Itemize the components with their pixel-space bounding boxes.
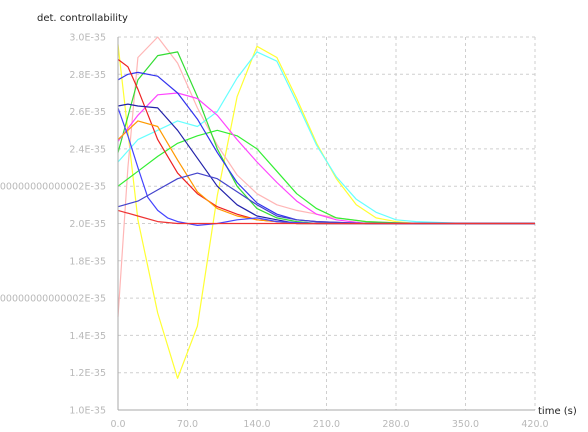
x-tick-label: 210.0 bbox=[313, 419, 340, 430]
series-line-9 bbox=[117, 120, 535, 225]
y-tick-label: 2.8E-35 bbox=[69, 70, 106, 81]
y-tick-label: 1.0E-35 bbox=[69, 406, 106, 417]
series-group bbox=[117, 36, 535, 379]
y-tick-label: 1.6000000000000002E-35 bbox=[0, 294, 106, 305]
x-tick-label: 420.0 bbox=[521, 419, 548, 430]
series-line-1 bbox=[117, 44, 535, 379]
x-axis-label: time (s) bbox=[538, 406, 577, 417]
x-tick-label: 280.0 bbox=[382, 419, 409, 430]
series-line-6 bbox=[117, 92, 535, 225]
y-tick-label: 2.4E-35 bbox=[69, 144, 106, 155]
series-line-5 bbox=[117, 129, 535, 225]
series-line-3 bbox=[117, 51, 535, 225]
y-tick-label: 2.2000000000000002E-35 bbox=[0, 182, 106, 193]
axes bbox=[117, 37, 535, 411]
y-tick-label: 1.4E-35 bbox=[69, 331, 106, 342]
series-line-4 bbox=[117, 51, 535, 225]
y-axis-label: det. controllability bbox=[37, 13, 128, 24]
y-tick-label: 2.0E-35 bbox=[69, 219, 106, 230]
y-tick-label: 1.2E-35 bbox=[69, 368, 106, 379]
x-tick-label: 350.0 bbox=[452, 419, 479, 430]
y-tick-label: 2.6E-35 bbox=[69, 107, 106, 118]
x-tick-label: 70.0 bbox=[177, 419, 198, 430]
y-tick-label: 3.0E-35 bbox=[69, 33, 106, 44]
y-tick-label: 1.8E-35 bbox=[69, 256, 106, 267]
x-tick-label: 140.0 bbox=[243, 419, 270, 430]
tick-labels: 0.0 70.0 140.0 210.0 280.0 350.0 420.0 1.0E-35 1… bbox=[0, 33, 549, 431]
x-tick-label: 0.0 bbox=[110, 419, 125, 430]
series-line-13 bbox=[117, 209, 535, 225]
